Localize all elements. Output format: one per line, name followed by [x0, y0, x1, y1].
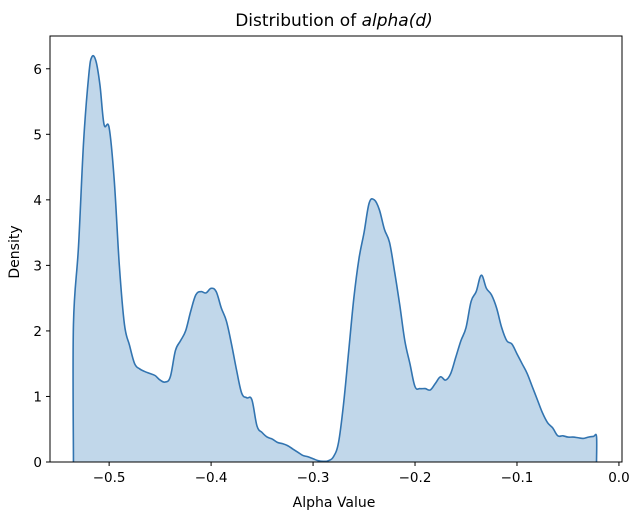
density-line — [72, 54, 598, 463]
x-axis-label: Alpha Value — [293, 495, 376, 511]
x-tick-label: −0.3 — [297, 470, 330, 486]
y-axis-label: Density — [7, 225, 23, 278]
density-area-fill — [73, 55, 597, 462]
x-axis-ticks: −0.5 −0.4 −0.3 −0.2 −0.1 0.0 — [93, 462, 630, 486]
y-axis-ticks: 0 1 2 3 4 5 6 — [33, 62, 50, 471]
y-tick-label: 2 — [33, 324, 42, 340]
x-tick-label: −0.2 — [399, 470, 432, 486]
y-tick-label: 0 — [33, 455, 42, 471]
x-tick-label: −0.1 — [501, 470, 534, 486]
x-tick-label: −0.5 — [93, 470, 126, 486]
plot-area — [49, 35, 623, 463]
x-tick-label: 0.0 — [608, 470, 629, 486]
plot-frame — [49, 35, 623, 463]
y-tick-label: 6 — [33, 62, 42, 78]
y-tick-label: 1 — [33, 389, 42, 405]
y-tick-label: 5 — [33, 127, 42, 143]
y-tick-label: 4 — [33, 193, 42, 209]
chart-title: Distribution of alpha(d) — [235, 11, 433, 31]
y-tick-label: 3 — [33, 258, 42, 274]
x-tick-label: −0.4 — [195, 470, 228, 486]
